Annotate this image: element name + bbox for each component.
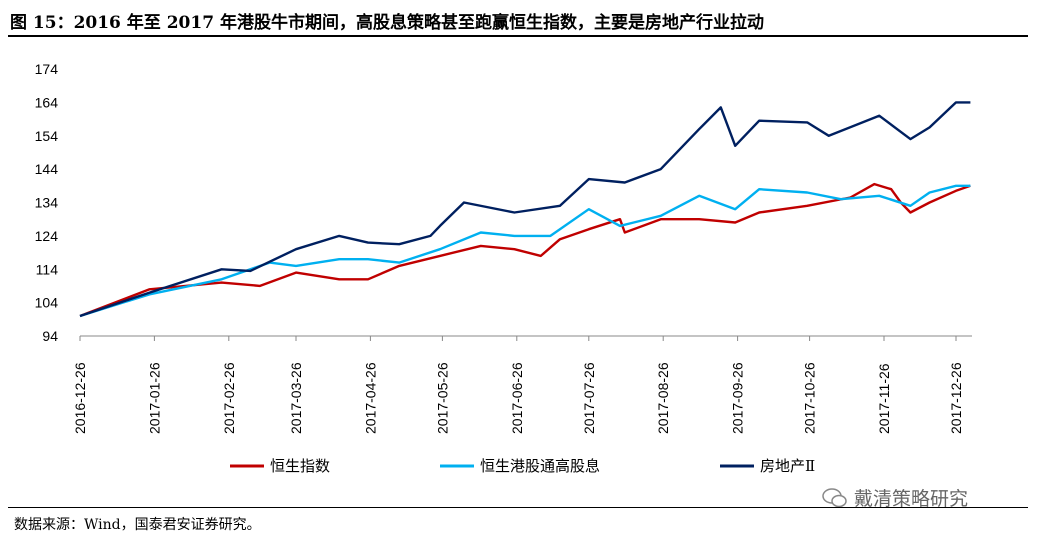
figure-title: 图 15：2016 年至 2017 年港股牛市期间，高股息策略甚至跑赢恒生指数，… bbox=[10, 13, 764, 33]
x-tick-label: 2016-12-26 bbox=[72, 362, 88, 434]
legend-label: 恒生港股通高股息 bbox=[480, 457, 600, 475]
y-tick-label: 134 bbox=[35, 195, 59, 211]
legend-label: 恒生指数 bbox=[270, 457, 330, 475]
source-note: 数据来源：Wind，国泰君安证券研究。 bbox=[14, 517, 261, 533]
y-tick-label: 164 bbox=[35, 94, 59, 110]
x-tick-label: 2017-04-26 bbox=[362, 362, 378, 434]
y-tick-label: 154 bbox=[35, 128, 59, 144]
x-tick-label: 2017-10-26 bbox=[802, 362, 818, 434]
y-tick-label: 124 bbox=[35, 228, 59, 244]
x-tick-label: 2017-12-26 bbox=[948, 362, 964, 434]
x-tick-label: 2017-03-26 bbox=[288, 362, 304, 434]
x-tick-label: 2017-09-26 bbox=[730, 362, 746, 434]
watermark-text: 戴清策略研究 bbox=[854, 488, 969, 510]
legend-label: 房地产Ⅱ bbox=[760, 457, 815, 475]
x-tick-label: 2017-11-26 bbox=[876, 363, 892, 434]
x-tick-label: 2017-02-26 bbox=[221, 362, 237, 434]
x-tick-label: 2017-01-26 bbox=[146, 362, 162, 434]
series-line-2 bbox=[79, 101, 971, 318]
wechat-icon bbox=[822, 487, 847, 507]
footer-rule bbox=[8, 507, 1028, 508]
y-tick-label: 174 bbox=[35, 61, 59, 77]
series-line-0 bbox=[79, 182, 971, 318]
title-rule bbox=[8, 35, 1028, 37]
y-tick-label: 104 bbox=[35, 295, 59, 311]
x-tick-label: 2017-08-26 bbox=[655, 362, 671, 434]
x-tick-label: 2017-06-26 bbox=[509, 362, 525, 434]
y-tick-label: 144 bbox=[35, 161, 59, 177]
watermark: 戴清策略研究 bbox=[822, 484, 968, 511]
y-tick-label: 114 bbox=[36, 261, 59, 277]
y-tick-label: 94 bbox=[42, 328, 58, 344]
x-tick-label: 2017-07-26 bbox=[581, 362, 597, 434]
x-tick-label: 2017-05-26 bbox=[434, 362, 450, 434]
series-line-1 bbox=[79, 184, 971, 318]
